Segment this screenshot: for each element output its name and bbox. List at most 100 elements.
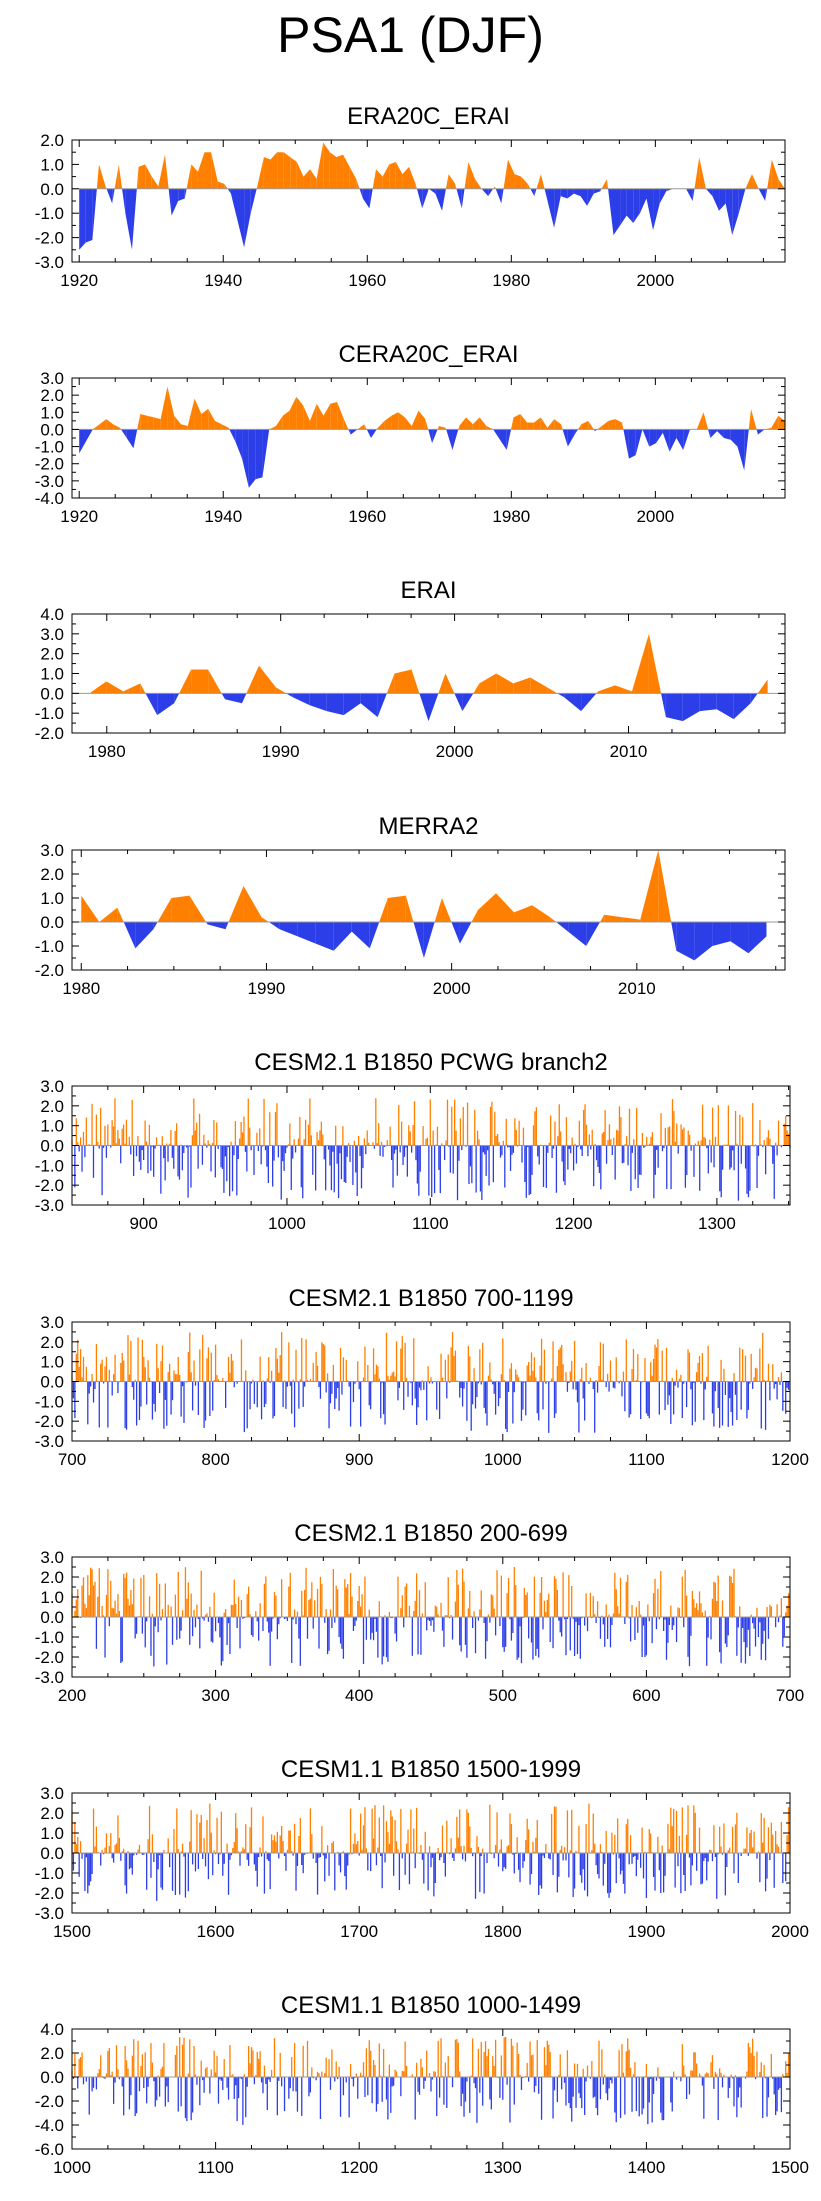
y-tick-label: -2.0	[35, 229, 64, 248]
value-bar	[562, 1145, 565, 1182]
value-bar	[337, 1381, 339, 1389]
y-tick-label: -3.0	[35, 472, 64, 491]
value-bar	[114, 2077, 116, 2083]
value-bar	[385, 2077, 388, 2100]
value-bar	[631, 1145, 633, 1153]
value-bar	[143, 1145, 145, 1160]
value-bar	[220, 1811, 222, 1853]
positive-area	[118, 164, 123, 189]
x-tick-label: 1920	[60, 507, 98, 526]
value-bar	[213, 2050, 215, 2077]
value-bar	[589, 2077, 592, 2079]
value-bar	[503, 1380, 505, 1382]
value-bar	[77, 1339, 79, 1382]
value-bar	[197, 1381, 200, 1416]
value-bar	[595, 1617, 597, 1623]
negative-area	[248, 429, 256, 488]
value-bar	[529, 1853, 531, 1885]
value-bar	[568, 1381, 570, 1384]
value-bar	[187, 1145, 189, 1198]
value-bar	[118, 1138, 120, 1146]
value-bar	[494, 1381, 497, 1415]
value-bar	[601, 1379, 603, 1382]
value-bar	[723, 1368, 725, 1382]
value-bar	[499, 1145, 502, 1158]
value-bar	[262, 1380, 264, 1382]
value-bar	[530, 1853, 533, 1874]
value-bar	[454, 2039, 457, 2077]
value-bar	[347, 1380, 349, 1382]
value-bar	[665, 1347, 668, 1382]
value-bar	[717, 1105, 719, 1146]
value-bar	[670, 2077, 672, 2103]
value-bar	[704, 2073, 706, 2077]
value-bar	[506, 2077, 508, 2085]
value-bar	[366, 1130, 368, 1146]
value-bar	[353, 1140, 355, 1146]
value-bar	[655, 1617, 658, 1630]
value-bar	[622, 2072, 625, 2077]
value-bar	[177, 1145, 179, 1177]
value-bar	[764, 1617, 767, 1661]
value-bar	[428, 1145, 430, 1196]
value-bar	[108, 1846, 110, 1853]
value-bar	[292, 1617, 294, 1620]
x-tick-label: 200	[58, 1686, 86, 1705]
value-bar	[183, 1145, 185, 1154]
value-bar	[749, 1617, 751, 1656]
value-bar	[436, 1126, 439, 1146]
positive-area	[258, 665, 276, 694]
value-bar	[711, 2055, 714, 2077]
value-bar	[135, 1617, 138, 1634]
positive-area	[364, 424, 367, 430]
value-bar	[699, 1145, 701, 1191]
value-bar	[694, 1381, 696, 1422]
value-bar	[684, 1853, 686, 1891]
value-bar	[300, 1145, 302, 1188]
value-bar	[651, 1132, 654, 1146]
positive-area	[622, 422, 624, 430]
value-bar	[437, 1614, 439, 1617]
value-bar	[641, 1133, 644, 1146]
value-bar	[532, 1617, 534, 1660]
value-bar	[239, 1138, 241, 1146]
value-bar	[207, 1617, 210, 1622]
value-bar	[713, 2077, 715, 2089]
value-bar	[703, 1136, 705, 1146]
value-bar	[466, 1381, 468, 1421]
value-bar	[463, 1845, 465, 1853]
value-bar	[740, 1381, 742, 1410]
value-bar	[187, 1582, 189, 1617]
value-bar	[721, 1381, 724, 1426]
value-bar	[628, 1853, 630, 1865]
value-bar	[444, 1615, 446, 1617]
value-bar	[81, 2052, 83, 2077]
value-bar	[206, 1145, 208, 1148]
value-bar	[700, 1140, 702, 1146]
value-bar	[394, 2069, 396, 2077]
value-bar	[131, 1381, 133, 1388]
value-bar	[349, 2063, 352, 2077]
value-bar	[542, 1381, 544, 1410]
positive-area	[384, 415, 392, 430]
negative-area	[454, 693, 463, 712]
value-bar	[293, 2043, 296, 2077]
value-bar	[533, 1357, 536, 1382]
value-bar	[187, 2073, 189, 2077]
value-bar	[594, 1843, 596, 1853]
value-bar	[565, 1372, 567, 1382]
value-bar	[352, 2077, 355, 2087]
value-bar	[706, 2072, 708, 2077]
value-bar	[642, 1617, 645, 1626]
value-bar	[154, 1145, 156, 1149]
value-bar	[694, 2052, 696, 2077]
value-bar	[117, 2069, 119, 2077]
value-bar	[190, 1810, 192, 1853]
value-bar	[124, 1381, 126, 1429]
value-bar	[533, 1576, 536, 1617]
value-bar	[585, 1593, 587, 1617]
value-bar	[416, 1145, 419, 1184]
x-tick-label: 1960	[348, 271, 386, 290]
value-bar	[558, 1617, 560, 1621]
value-bar	[293, 1609, 296, 1617]
